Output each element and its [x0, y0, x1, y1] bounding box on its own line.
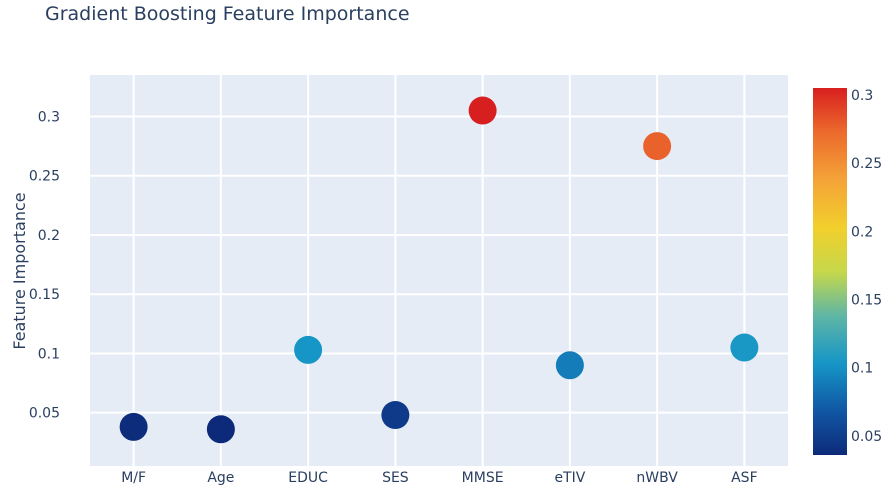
- colorbar-tick-label: 0.3: [851, 88, 873, 104]
- x-tick-label: ASF: [731, 470, 758, 486]
- x-tick-label: M/F: [121, 470, 146, 486]
- colorbar-tick-label: 0.25: [851, 156, 882, 172]
- data-point: [643, 132, 672, 161]
- y-tick-label: 0.25: [29, 169, 60, 185]
- data-point: [294, 335, 323, 364]
- x-tick-label: EDUC: [288, 470, 328, 486]
- colorbar-ticks: 0.05 0.1 0.15 0.2 0.25 0.3: [851, 88, 882, 445]
- x-tick-label: MMSE: [462, 470, 504, 486]
- y-axis-ticks: 0.05 0.1 0.15 0.2 0.25 0.3: [29, 109, 60, 421]
- data-point: [119, 412, 148, 441]
- data-point: [730, 333, 759, 362]
- data-point: [381, 401, 410, 430]
- chart-title: Gradient Boosting Feature Importance: [45, 3, 410, 25]
- grid: [90, 75, 788, 466]
- x-axis-ticks: M/F Age EDUC SES MMSE eTIV nWBV ASF: [121, 470, 757, 486]
- colorbar: [813, 88, 847, 455]
- data-point: [555, 351, 584, 380]
- y-tick-label: 0.3: [38, 109, 60, 125]
- y-tick-label: 0.15: [29, 287, 60, 303]
- x-tick-label: eTIV: [554, 470, 585, 486]
- data-points: [119, 96, 759, 444]
- y-axis-label: Feature Importance: [10, 192, 29, 349]
- x-tick-label: SES: [382, 470, 409, 486]
- colorbar-tick-label: 0.05: [851, 429, 882, 445]
- y-tick-label: 0.2: [38, 228, 60, 244]
- colorbar-tick-label: 0.15: [851, 292, 882, 308]
- colorbar-tick-label: 0.1: [851, 361, 873, 377]
- y-tick-label: 0.1: [38, 346, 60, 362]
- colorbar-tick-label: 0.2: [851, 224, 873, 240]
- x-tick-label: nWBV: [636, 470, 678, 486]
- y-tick-label: 0.05: [29, 406, 60, 422]
- plot-area: [90, 75, 788, 466]
- x-tick-label: Age: [207, 470, 234, 486]
- data-point: [206, 415, 235, 444]
- data-point: [468, 96, 497, 125]
